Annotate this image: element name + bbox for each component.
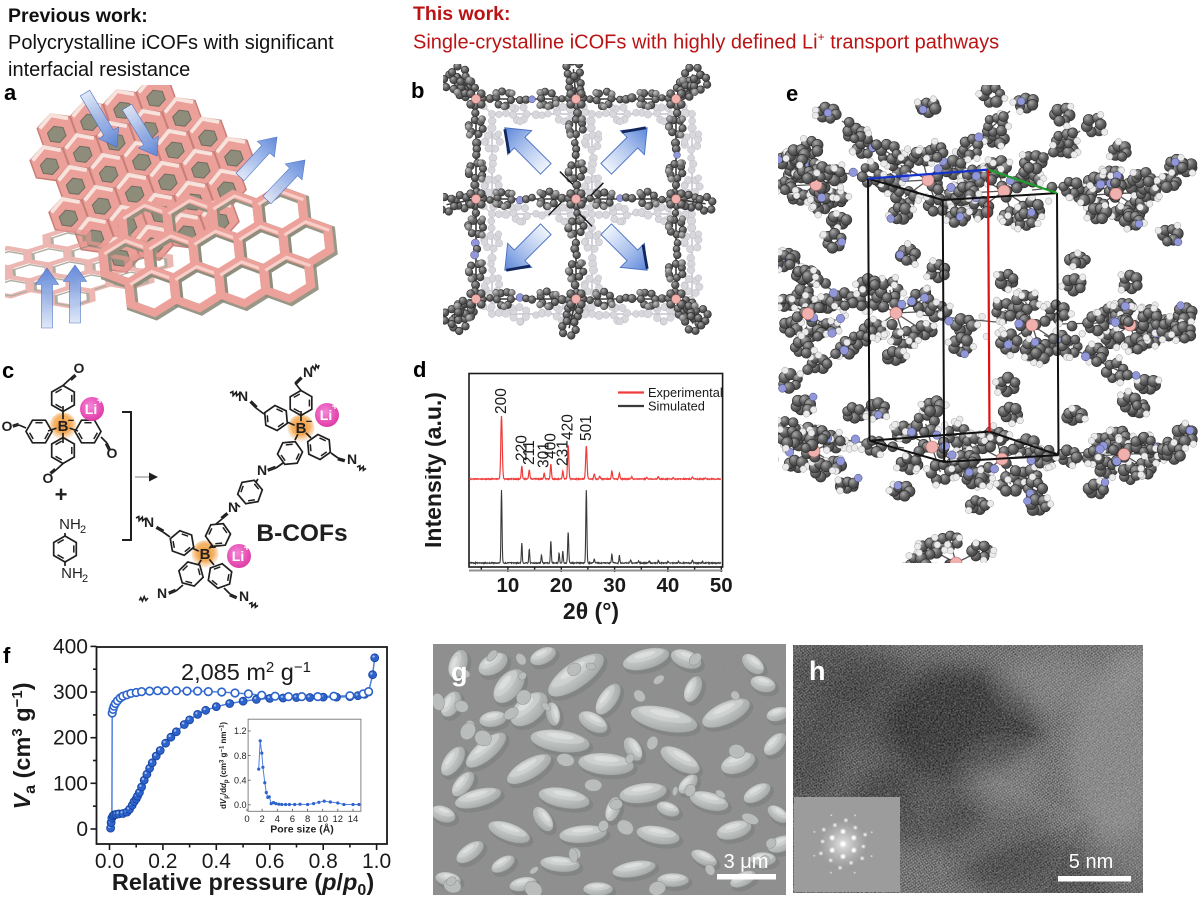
svg-text:12: 12 xyxy=(333,814,344,825)
svg-text:Pore size (Å): Pore size (Å) xyxy=(270,823,334,836)
svg-text:+: + xyxy=(332,401,338,413)
svg-text:Intensity (a.u.): Intensity (a.u.) xyxy=(425,392,446,548)
svg-text:O: O xyxy=(107,445,118,461)
svg-text:2: 2 xyxy=(259,814,264,825)
svg-text:2θ (°): 2θ (°) xyxy=(563,598,619,624)
svg-text:O: O xyxy=(43,470,54,486)
svg-text:0.0: 0.0 xyxy=(234,800,247,810)
svg-text:0.4: 0.4 xyxy=(202,850,232,873)
svg-text:501: 501 xyxy=(578,415,595,441)
svg-text:+: + xyxy=(97,395,103,407)
svg-text:200: 200 xyxy=(493,388,510,414)
svg-text:Relative pressure (p/p0): Relative pressure (p/p0) xyxy=(112,869,374,899)
svg-text:2: 2 xyxy=(80,524,86,536)
svg-text:N: N xyxy=(228,499,238,515)
svg-text:B: B xyxy=(296,420,307,437)
svg-text:Va (cm3 g−1): Va (cm3 g−1) xyxy=(9,682,39,809)
svg-text:0.0: 0.0 xyxy=(95,850,124,873)
svg-text:301: 301 xyxy=(536,442,553,468)
svg-text:2,085 m2 g−1: 2,085 m2 g−1 xyxy=(181,659,311,685)
svg-text:0.8: 0.8 xyxy=(309,850,338,873)
svg-text:0.8: 0.8 xyxy=(234,751,247,761)
svg-text:N: N xyxy=(144,514,154,530)
svg-text:231: 231 xyxy=(554,440,571,466)
svg-text:−: − xyxy=(68,415,74,427)
svg-text:N: N xyxy=(257,462,267,478)
svg-text:4: 4 xyxy=(275,814,280,825)
svg-text:−: − xyxy=(210,542,216,554)
svg-text:B: B xyxy=(58,418,69,435)
svg-text:400: 400 xyxy=(542,433,559,459)
svg-text:14: 14 xyxy=(348,814,359,825)
svg-text:N: N xyxy=(238,388,248,404)
svg-text:100: 100 xyxy=(53,772,88,795)
svg-text:40: 40 xyxy=(656,574,679,597)
svg-text:1.2: 1.2 xyxy=(234,726,247,736)
svg-text:3 μm: 3 μm xyxy=(724,851,769,873)
svg-text:Li: Li xyxy=(85,401,97,417)
svg-text:420: 420 xyxy=(560,414,577,440)
svg-text:300: 300 xyxy=(53,681,88,704)
svg-text:B-COFs: B-COFs xyxy=(256,520,347,547)
svg-text:N: N xyxy=(239,588,249,604)
svg-text:50: 50 xyxy=(710,574,733,597)
svg-text:0.6: 0.6 xyxy=(255,850,284,873)
svg-text:0: 0 xyxy=(76,818,88,841)
svg-text:+: + xyxy=(244,542,250,554)
svg-text:5 nm: 5 nm xyxy=(1069,851,1113,873)
svg-text:400: 400 xyxy=(53,635,88,658)
svg-text:30: 30 xyxy=(603,574,626,597)
svg-text:Li: Li xyxy=(320,407,332,423)
svg-text:0.4: 0.4 xyxy=(234,775,247,785)
svg-text:10: 10 xyxy=(496,574,519,597)
svg-text:0: 0 xyxy=(244,814,249,825)
svg-text:−: − xyxy=(306,416,312,428)
svg-text:10: 10 xyxy=(317,814,328,825)
svg-text:200: 200 xyxy=(53,727,88,750)
svg-text:O: O xyxy=(2,418,13,434)
svg-text:211: 211 xyxy=(521,440,538,465)
svg-text:2: 2 xyxy=(82,573,88,585)
svg-text:B: B xyxy=(200,546,211,563)
svg-text:O: O xyxy=(74,360,85,376)
svg-text:0.2: 0.2 xyxy=(148,850,177,873)
svg-text:g: g xyxy=(451,657,468,687)
svg-text:dVp/ddp (cm3 g−1 nm−1): dVp/ddp (cm3 g−1 nm−1) xyxy=(219,722,230,809)
svg-text:N: N xyxy=(303,364,313,380)
svg-text:Li: Li xyxy=(232,548,244,564)
svg-text:h: h xyxy=(809,656,826,686)
svg-text:NH: NH xyxy=(59,516,81,533)
svg-text:220: 220 xyxy=(513,435,530,461)
svg-text:NH: NH xyxy=(61,565,83,582)
svg-text:1.0: 1.0 xyxy=(362,850,391,873)
svg-text:6: 6 xyxy=(290,814,295,825)
svg-text:Simulated: Simulated xyxy=(648,399,705,414)
svg-text:N: N xyxy=(157,585,167,601)
svg-text:N: N xyxy=(347,451,357,467)
svg-text:8: 8 xyxy=(305,814,310,825)
svg-text:20: 20 xyxy=(550,574,573,597)
svg-text:Experimental: Experimental xyxy=(648,385,723,400)
svg-text:+: + xyxy=(55,482,68,507)
